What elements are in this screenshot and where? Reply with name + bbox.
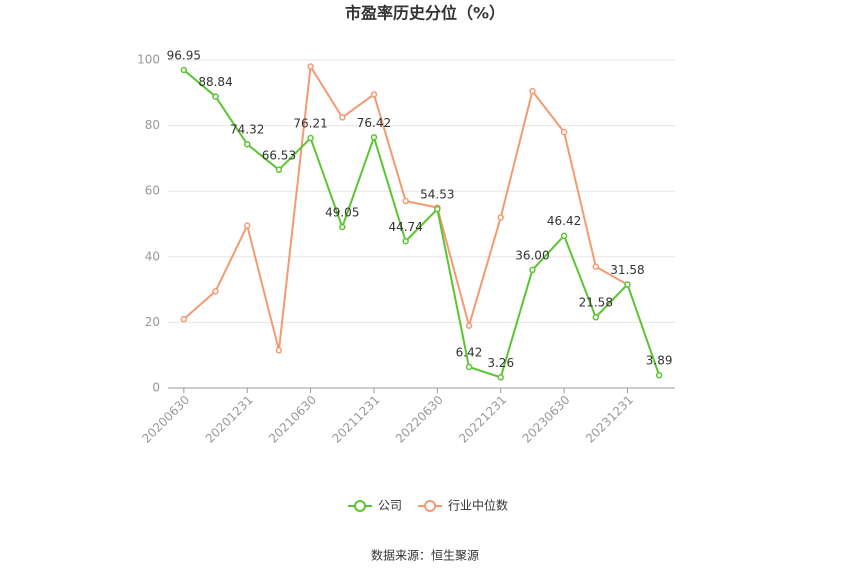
data-point	[497, 214, 504, 221]
data-label: 76.21	[293, 117, 327, 131]
series-line	[183, 63, 628, 351]
x-tick-label: 20211231	[329, 393, 382, 446]
data-label: 76.42	[357, 116, 391, 130]
data-point	[307, 63, 314, 70]
data-point	[339, 223, 346, 231]
data-point	[434, 205, 441, 213]
y-tick-label: 100	[137, 53, 160, 67]
data-label: 66.53	[262, 148, 296, 162]
x-tick-label: 20220630	[393, 393, 446, 446]
data-point	[180, 66, 188, 74]
chart-title: 市盈率历史分位（%）	[345, 4, 505, 23]
x-tick-label: 20200630	[139, 393, 192, 446]
legend-marker	[424, 500, 437, 512]
data-label: 54.53	[420, 188, 454, 202]
x-tick-label: 20230630	[520, 393, 573, 446]
data-point	[592, 263, 600, 270]
data-label: 44.74	[388, 220, 422, 234]
data-label: 3.26	[487, 356, 514, 370]
data-point	[180, 315, 188, 323]
data-label: 3.89	[646, 354, 673, 368]
legend-label: 公司	[378, 499, 402, 513]
source: 数据来源：恒生聚源	[371, 548, 479, 563]
data-point	[275, 166, 283, 174]
data-point	[497, 374, 504, 381]
data-point	[243, 222, 251, 229]
series-line	[183, 69, 661, 379]
data-point	[370, 91, 378, 98]
y-tick-label: 0	[152, 381, 160, 395]
data-point	[402, 197, 409, 205]
data-label: 21.58	[579, 296, 613, 310]
data-point	[212, 287, 219, 295]
data-label: 36.00	[515, 248, 549, 262]
data-point	[339, 114, 346, 121]
data-label: 74.32	[230, 123, 264, 137]
data-label: 31.58	[610, 263, 644, 277]
data-label: 46.42	[547, 214, 581, 228]
x-tick-label: 20231231	[583, 393, 636, 446]
data-point	[465, 363, 473, 371]
y-tick-label: 80	[145, 118, 160, 132]
data-point	[655, 371, 663, 379]
data-label: 96.95	[167, 49, 201, 63]
x-tick-label: 20221231	[456, 393, 509, 446]
data-point	[529, 87, 536, 95]
data-point	[243, 140, 251, 148]
data-point	[275, 347, 283, 354]
legend-label: 行业中位数	[448, 498, 508, 513]
data-point	[402, 238, 409, 245]
data-point	[465, 322, 473, 329]
data-label: 6.42	[456, 345, 483, 359]
data-label: 88.84	[198, 75, 232, 89]
data-point	[560, 232, 568, 239]
data-point	[307, 134, 314, 142]
y-tick-label: 40	[145, 249, 160, 263]
data-point	[592, 313, 600, 321]
y-tick-label: 20	[145, 315, 160, 329]
data-point	[212, 93, 219, 100]
data-point	[560, 128, 568, 136]
y-tick-label: 60	[145, 184, 160, 198]
x-tick-label: 20201231	[203, 393, 256, 446]
data-point	[370, 134, 378, 141]
data-point	[529, 266, 536, 274]
data-label: 49.05	[325, 206, 359, 220]
data-point	[624, 281, 631, 288]
legend-marker	[354, 500, 366, 512]
x-tick-label: 20210630	[266, 393, 319, 446]
